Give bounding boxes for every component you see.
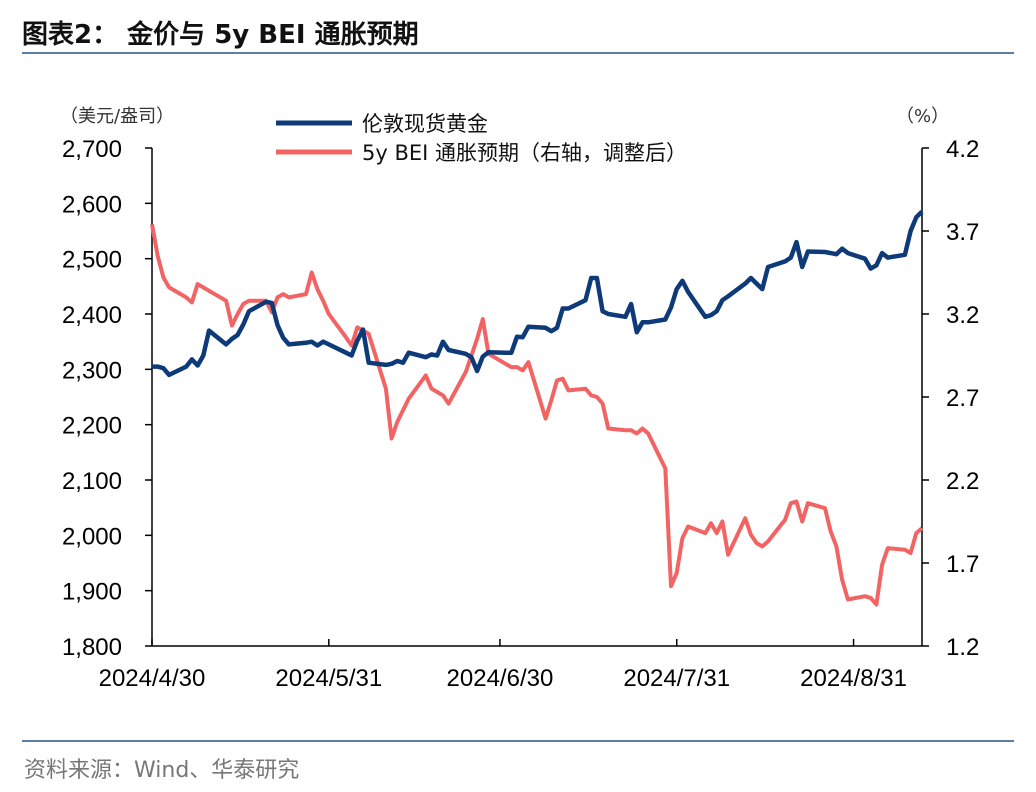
right-axis-unit: （%） — [896, 106, 949, 127]
series-line-gold — [152, 209, 924, 378]
title-rule — [22, 52, 1014, 54]
left-tick-label: 1,900 — [62, 579, 122, 606]
left-axis-ticks: 2,700 2,600 2,500 2,400 2,300 2,200 2,100 2,000… — [62, 136, 152, 661]
x-tick-label: 2024/4/30 — [99, 665, 206, 692]
left-tick-label: 2,100 — [62, 468, 122, 495]
left-tick-label: 2,400 — [62, 302, 122, 329]
left-tick-label: 2,000 — [62, 523, 122, 550]
left-tick-label: 2,500 — [62, 247, 122, 274]
right-tick-label: 4.2 — [946, 136, 979, 163]
legend-label-bei: 5y BEI 通胀预期（右轴，调整后） — [362, 141, 687, 165]
left-tick-label: 1,800 — [62, 634, 122, 661]
right-tick-label: 3.2 — [946, 302, 979, 329]
left-tick-label: 2,200 — [62, 413, 122, 440]
right-tick-label: 2.2 — [946, 468, 979, 495]
x-tick-label: 2024/5/31 — [275, 665, 382, 692]
right-tick-label: 3.7 — [946, 219, 979, 246]
right-tick-label: 1.2 — [946, 634, 979, 661]
left-tick-label: 2,700 — [62, 136, 122, 163]
series-line-bei — [150, 224, 924, 607]
x-tick-label: 2024/7/31 — [623, 665, 730, 692]
left-axis-unit: （美元/盎司） — [60, 106, 174, 127]
right-tick-label: 2.7 — [946, 385, 979, 412]
x-axis-ticks: 2024/4/30 2024/5/31 2024/6/30 2024/7/31 2024… — [99, 639, 907, 692]
left-tick-label: 2,600 — [62, 191, 122, 218]
left-tick-label: 2,300 — [62, 357, 122, 384]
x-tick-label: 2024/8/31 — [800, 665, 907, 692]
right-tick-label: 1.7 — [946, 551, 979, 578]
chart-area: （美元/盎司） （%） 2,700 2,600 2,500 2,400 2,300 2,2… — [60, 106, 979, 692]
source-note: 资料来源：Wind、华泰研究 — [24, 758, 300, 783]
footer-rule — [22, 740, 1014, 742]
legend-label-gold: 伦敦现货黄金 — [362, 112, 488, 136]
right-axis-ticks: 4.2 3.7 3.2 2.7 2.2 1.7 1.2 — [922, 136, 979, 661]
legend: 伦敦现货黄金 5y BEI 通胀预期（右轴，调整后） — [276, 112, 687, 165]
x-tick-label: 2024/6/30 — [447, 665, 554, 692]
figure-title: 图表2： 金价与 5y BEI 通胀预期 — [22, 20, 419, 50]
